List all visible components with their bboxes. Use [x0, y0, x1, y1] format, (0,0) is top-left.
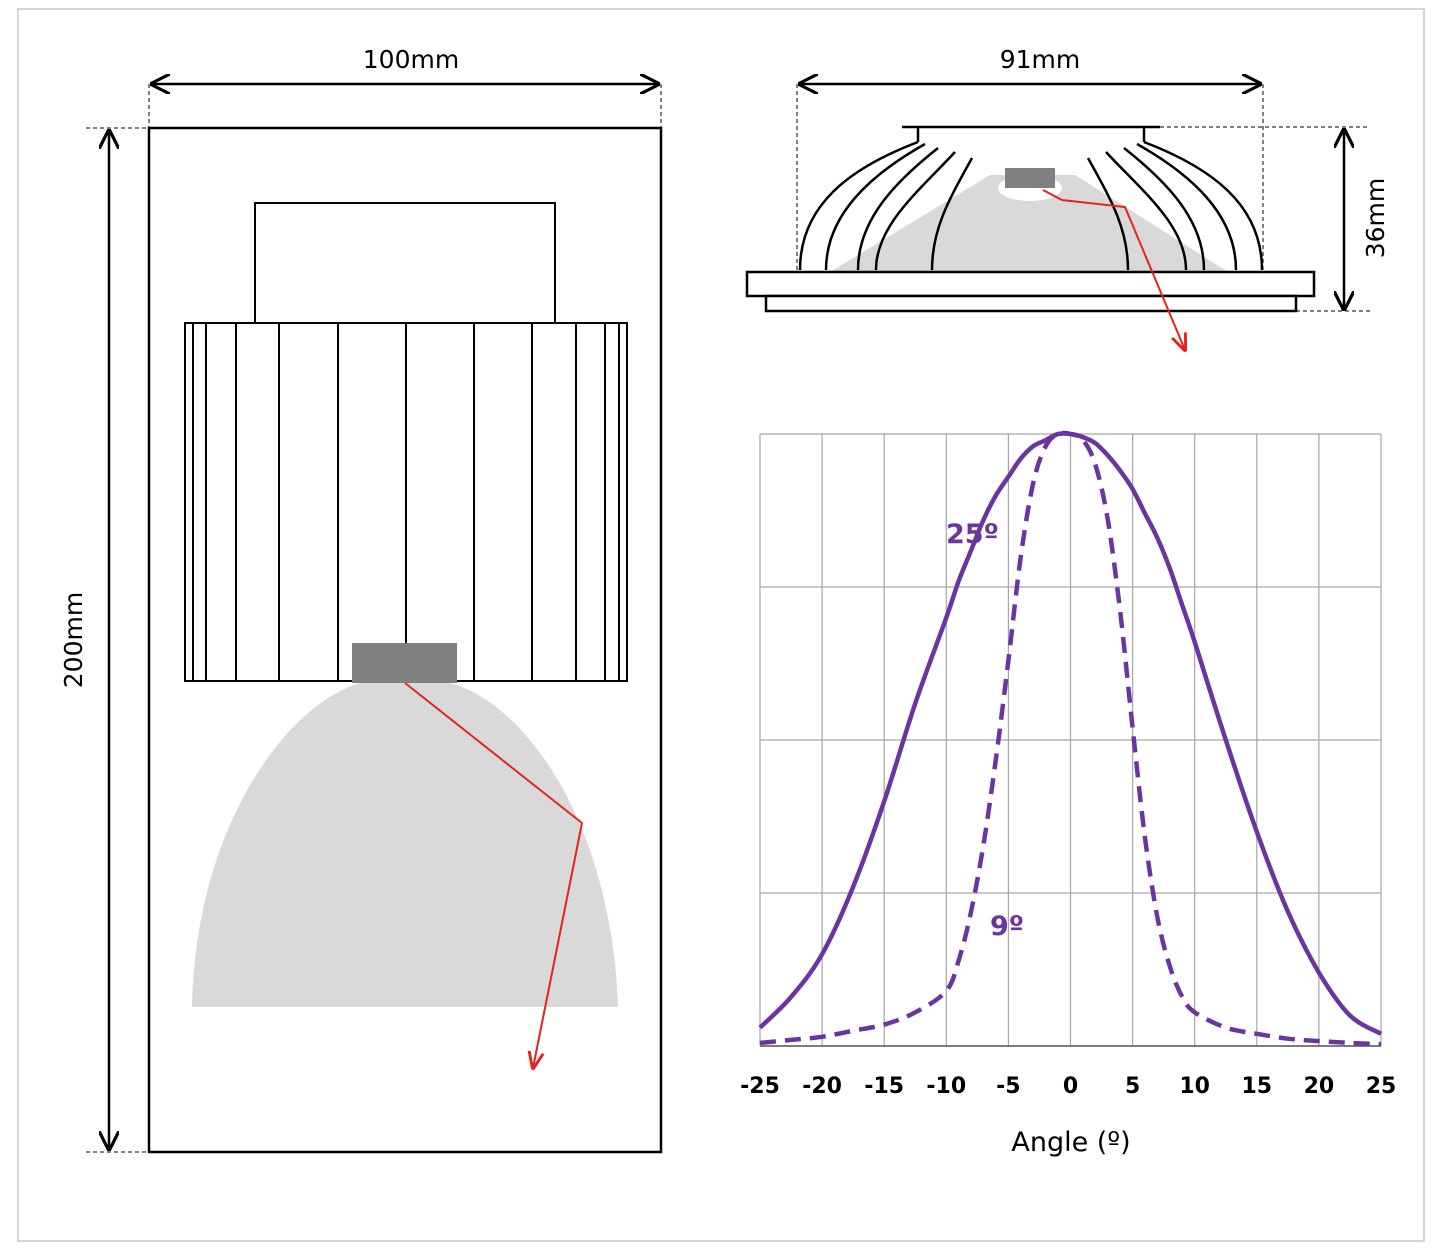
x-tick-label-4: -5	[996, 1074, 1020, 1099]
series-label-25deg: 25º	[946, 519, 999, 550]
heat-sink-fins	[798, 140, 1264, 271]
x-axis-label: Angle (º)	[1011, 1127, 1130, 1158]
x-tick-label-9: 20	[1304, 1074, 1335, 1099]
led-chip	[352, 643, 457, 683]
x-tick-label-2: -15	[864, 1074, 904, 1099]
driver-box	[254, 202, 556, 324]
chart-series	[758, 430, 1383, 1047]
top-width-label: 91mm	[1000, 45, 1081, 74]
chart-grid	[759, 433, 1382, 1047]
top-view-diagram: 91mm 36mm	[745, 45, 1390, 350]
chart-x-ticks: -25 -20 -15 -10 -5 0 5 10 15 20 25	[740, 1074, 1396, 1099]
figure-frame	[17, 8, 1425, 1242]
x-tick-label-3: -10	[926, 1074, 966, 1099]
beam-profile-chart: -25 -20 -15 -10 -5 0 5 10 15 20 25 Angle (º) 25º 9…	[740, 430, 1396, 1158]
x-tick-label-8: 15	[1241, 1074, 1272, 1099]
x-tick-label-5: 0	[1063, 1074, 1078, 1099]
side-view-diagram: 100mm 200mm	[59, 45, 663, 1154]
x-tick-label-7: 10	[1179, 1074, 1210, 1099]
series-label-9deg: 9º	[990, 911, 1024, 942]
lens-beam	[830, 175, 1228, 272]
top-height-label: 36mm	[1361, 178, 1390, 259]
side-height-label: 200mm	[59, 592, 88, 688]
heat-sink	[184, 322, 628, 682]
x-tick-label-1: -20	[802, 1074, 842, 1099]
base-plate-lower	[764, 294, 1298, 313]
light-ray-arrow	[404, 682, 584, 1068]
housing-outline	[147, 126, 663, 1154]
top-led-chip	[1005, 168, 1055, 188]
base-plate	[745, 270, 1316, 298]
reflector-beam	[192, 683, 618, 1007]
x-tick-label-6: 5	[1125, 1074, 1140, 1099]
side-width-label: 100mm	[363, 45, 459, 74]
x-tick-label-0: -25	[740, 1074, 780, 1099]
top-light-ray-arrow	[1042, 189, 1185, 350]
x-tick-label-10: 25	[1366, 1074, 1397, 1099]
series-line-1	[759, 430, 1382, 1047]
